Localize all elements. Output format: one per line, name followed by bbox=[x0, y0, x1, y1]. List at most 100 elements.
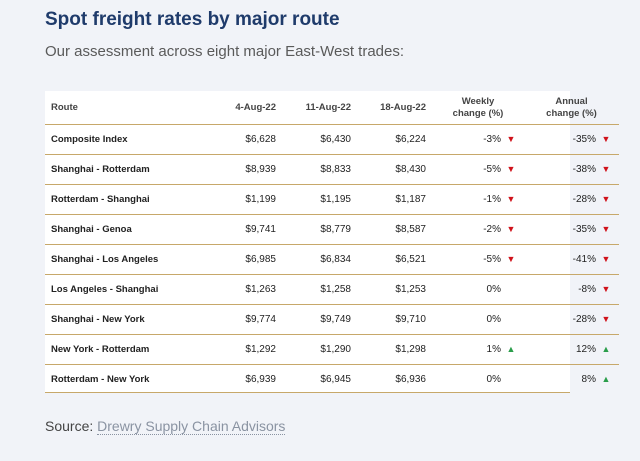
page-title: Spot freight rates by major route bbox=[45, 9, 340, 30]
table-row: Shanghai - Genoa $9,741 $8,779 $8,587 -2% ▼ -3… bbox=[45, 214, 619, 245]
annual-change-cell-value: -41% bbox=[572, 254, 596, 265]
header-weekly-line2: change (%) bbox=[452, 107, 504, 119]
route-cell: Shanghai - New York bbox=[45, 304, 207, 335]
rate-cell-date-1: $9,741 bbox=[207, 214, 282, 245]
triangle-down-icon: ▼ bbox=[601, 224, 611, 234]
weekly-change-cell: 0% bbox=[432, 304, 524, 335]
header-annual-line1: Annual bbox=[555, 95, 588, 107]
annual-change-cell: -8% ▼ bbox=[524, 274, 619, 305]
triangle-down-icon: ▼ bbox=[506, 164, 516, 174]
rate-cell-date-1: $1,292 bbox=[207, 334, 282, 365]
rate-cell-date-3: $6,936 bbox=[395, 374, 426, 385]
annual-change-cell-value: -35% bbox=[572, 134, 596, 145]
rate-cell-date-1: $9,774 bbox=[207, 304, 282, 335]
weekly-change-cell-value: -1% bbox=[483, 194, 501, 205]
weekly-change-cell: 0% bbox=[432, 274, 524, 305]
annual-change-cell: -28% ▼ bbox=[524, 304, 619, 335]
weekly-change-cell: -1% ▼ bbox=[432, 184, 524, 215]
triangle-down-icon: ▼ bbox=[506, 254, 516, 264]
weekly-change-cell: 0% bbox=[432, 365, 524, 395]
table-row: Rotterdam - Shanghai $1,199 $1,195 $1,187 -1… bbox=[45, 184, 619, 215]
rate-cell-date-2: $1,258 bbox=[282, 274, 357, 305]
header-weekly-line1: Weekly bbox=[461, 95, 495, 107]
rate-cell-date-1: $1,199 bbox=[207, 184, 282, 215]
annual-change-cell: -38% ▼ bbox=[524, 154, 619, 185]
header-annual-change: Annual change (%) bbox=[524, 91, 619, 125]
table-row: Los Angeles - Shanghai $1,263 $1,258 $1,253… bbox=[45, 274, 619, 305]
triangle-down-icon: ▼ bbox=[601, 134, 611, 144]
route-cell: Composite Index bbox=[45, 124, 207, 155]
rate-cell-date-1: $1,263 bbox=[207, 274, 282, 305]
annual-change-cell: 12% ▲ bbox=[524, 334, 619, 365]
header-annual-line2: change (%) bbox=[546, 107, 597, 119]
rate-cell-date-1: $6,628 bbox=[207, 124, 282, 155]
triangle-down-icon: ▼ bbox=[601, 164, 611, 174]
table-row: Composite Index $6,628 $6,430 $6,224 -3% ▼ -35… bbox=[45, 124, 619, 155]
source-link[interactable]: Drewry Supply Chain Advisors bbox=[97, 418, 286, 435]
table-body: Composite Index $6,628 $6,430 $6,224 -3% ▼ -35… bbox=[45, 124, 619, 395]
weekly-change-cell-value: -3% bbox=[483, 134, 501, 145]
annual-change-cell: -41% ▼ bbox=[524, 244, 619, 275]
rate-cell-date-3: $1,298 bbox=[357, 334, 432, 365]
table-row: Shanghai - Rotterdam $8,939 $8,833 $8,430 -5… bbox=[45, 154, 619, 185]
triangle-up-icon: ▲ bbox=[506, 344, 516, 354]
annual-change-cell-value: -8% bbox=[578, 284, 596, 295]
rate-cell-date-1: $8,939 bbox=[207, 154, 282, 185]
rate-cell-date-3: $6,224 bbox=[357, 124, 432, 155]
freight-rates-table-card: Route 4-Aug-22 11-Aug-22 18-Aug-22 Weekl… bbox=[45, 91, 619, 393]
annual-change-cell-value: 8% bbox=[581, 374, 596, 385]
weekly-change-cell-value: 1% bbox=[486, 344, 501, 355]
rate-cell-date-3: $8,587 bbox=[357, 214, 432, 245]
header-date-1: 4-Aug-22 bbox=[207, 91, 282, 125]
rate-cell-date-3: $8,430 bbox=[357, 154, 432, 185]
table-row: New York - Rotterdam $1,292 $1,290 $1,298 1%… bbox=[45, 334, 619, 365]
triangle-down-icon: ▼ bbox=[506, 224, 516, 234]
annual-change-cell: -35% ▼ bbox=[524, 214, 619, 245]
route-cell: Shanghai - Genoa bbox=[45, 214, 207, 245]
triangle-down-icon: ▼ bbox=[601, 314, 611, 324]
weekly-change-cell-value: -5% bbox=[483, 254, 501, 265]
triangle-down-icon: ▼ bbox=[506, 134, 516, 144]
header-date-2: 11-Aug-22 bbox=[282, 91, 357, 125]
triangle-down-icon: ▼ bbox=[601, 284, 611, 294]
triangle-up-icon: ▲ bbox=[601, 374, 611, 384]
route-cell: Shanghai - Rotterdam bbox=[45, 154, 207, 185]
route-cell: Shanghai - Los Angeles bbox=[45, 244, 207, 275]
annual-change-cell-value: -38% bbox=[572, 164, 596, 175]
header-weekly-change: Weekly change (%) bbox=[432, 91, 524, 125]
rate-cell-date-3: $1,253 bbox=[357, 274, 432, 305]
header-route: Route bbox=[45, 91, 207, 125]
table-row: Shanghai - Los Angeles $6,985 $6,834 $6,521… bbox=[45, 244, 619, 275]
route-cell: New York - Rotterdam bbox=[45, 334, 207, 365]
weekly-change-cell: -3% ▼ bbox=[432, 124, 524, 155]
rate-cell-date-2: $9,749 bbox=[282, 304, 357, 335]
route-cell: Rotterdam - Shanghai bbox=[45, 184, 207, 215]
weekly-change-cell: 1% ▲ bbox=[432, 334, 524, 365]
freight-rates-table: Route 4-Aug-22 11-Aug-22 18-Aug-22 Weekl… bbox=[45, 91, 619, 394]
annual-change-cell-value: -28% bbox=[572, 314, 596, 325]
table-header-row: Route 4-Aug-22 11-Aug-22 18-Aug-22 Weekl… bbox=[45, 91, 619, 125]
weekly-change-cell: -5% ▼ bbox=[432, 244, 524, 275]
annual-change-cell-value: 12% bbox=[575, 344, 596, 355]
route-cell: Rotterdam - New York bbox=[51, 374, 150, 385]
table-row: Rotterdam - New York $6,939 $6,945 $6,936 0%… bbox=[45, 365, 619, 395]
annual-change-cell-value: -35% bbox=[572, 224, 596, 235]
weekly-change-cell-value: 0% bbox=[486, 314, 501, 325]
rate-cell-date-1: $6,985 bbox=[207, 244, 282, 275]
rate-cell-date-3: $1,187 bbox=[357, 184, 432, 215]
rate-cell-date-2: $8,833 bbox=[282, 154, 357, 185]
annual-change-cell-value: -28% bbox=[572, 194, 596, 205]
triangle-down-icon: ▼ bbox=[601, 254, 611, 264]
rate-cell-date-2: $1,195 bbox=[282, 184, 357, 215]
rate-cell-date-1: $6,939 bbox=[245, 374, 276, 385]
triangle-down-icon: ▼ bbox=[506, 194, 516, 204]
weekly-change-cell-value: 0% bbox=[486, 374, 501, 385]
page-subtitle: Our assessment across eight major East-W… bbox=[45, 43, 405, 60]
rate-cell-date-2: $1,290 bbox=[282, 334, 357, 365]
rate-cell-date-2: $6,430 bbox=[282, 124, 357, 155]
weekly-change-cell-value: -2% bbox=[483, 224, 501, 235]
rate-cell-date-2: $6,834 bbox=[282, 244, 357, 275]
source-label: Source: bbox=[45, 418, 94, 434]
weekly-change-cell-value: 0% bbox=[486, 284, 501, 295]
route-cell: Los Angeles - Shanghai bbox=[45, 274, 207, 305]
